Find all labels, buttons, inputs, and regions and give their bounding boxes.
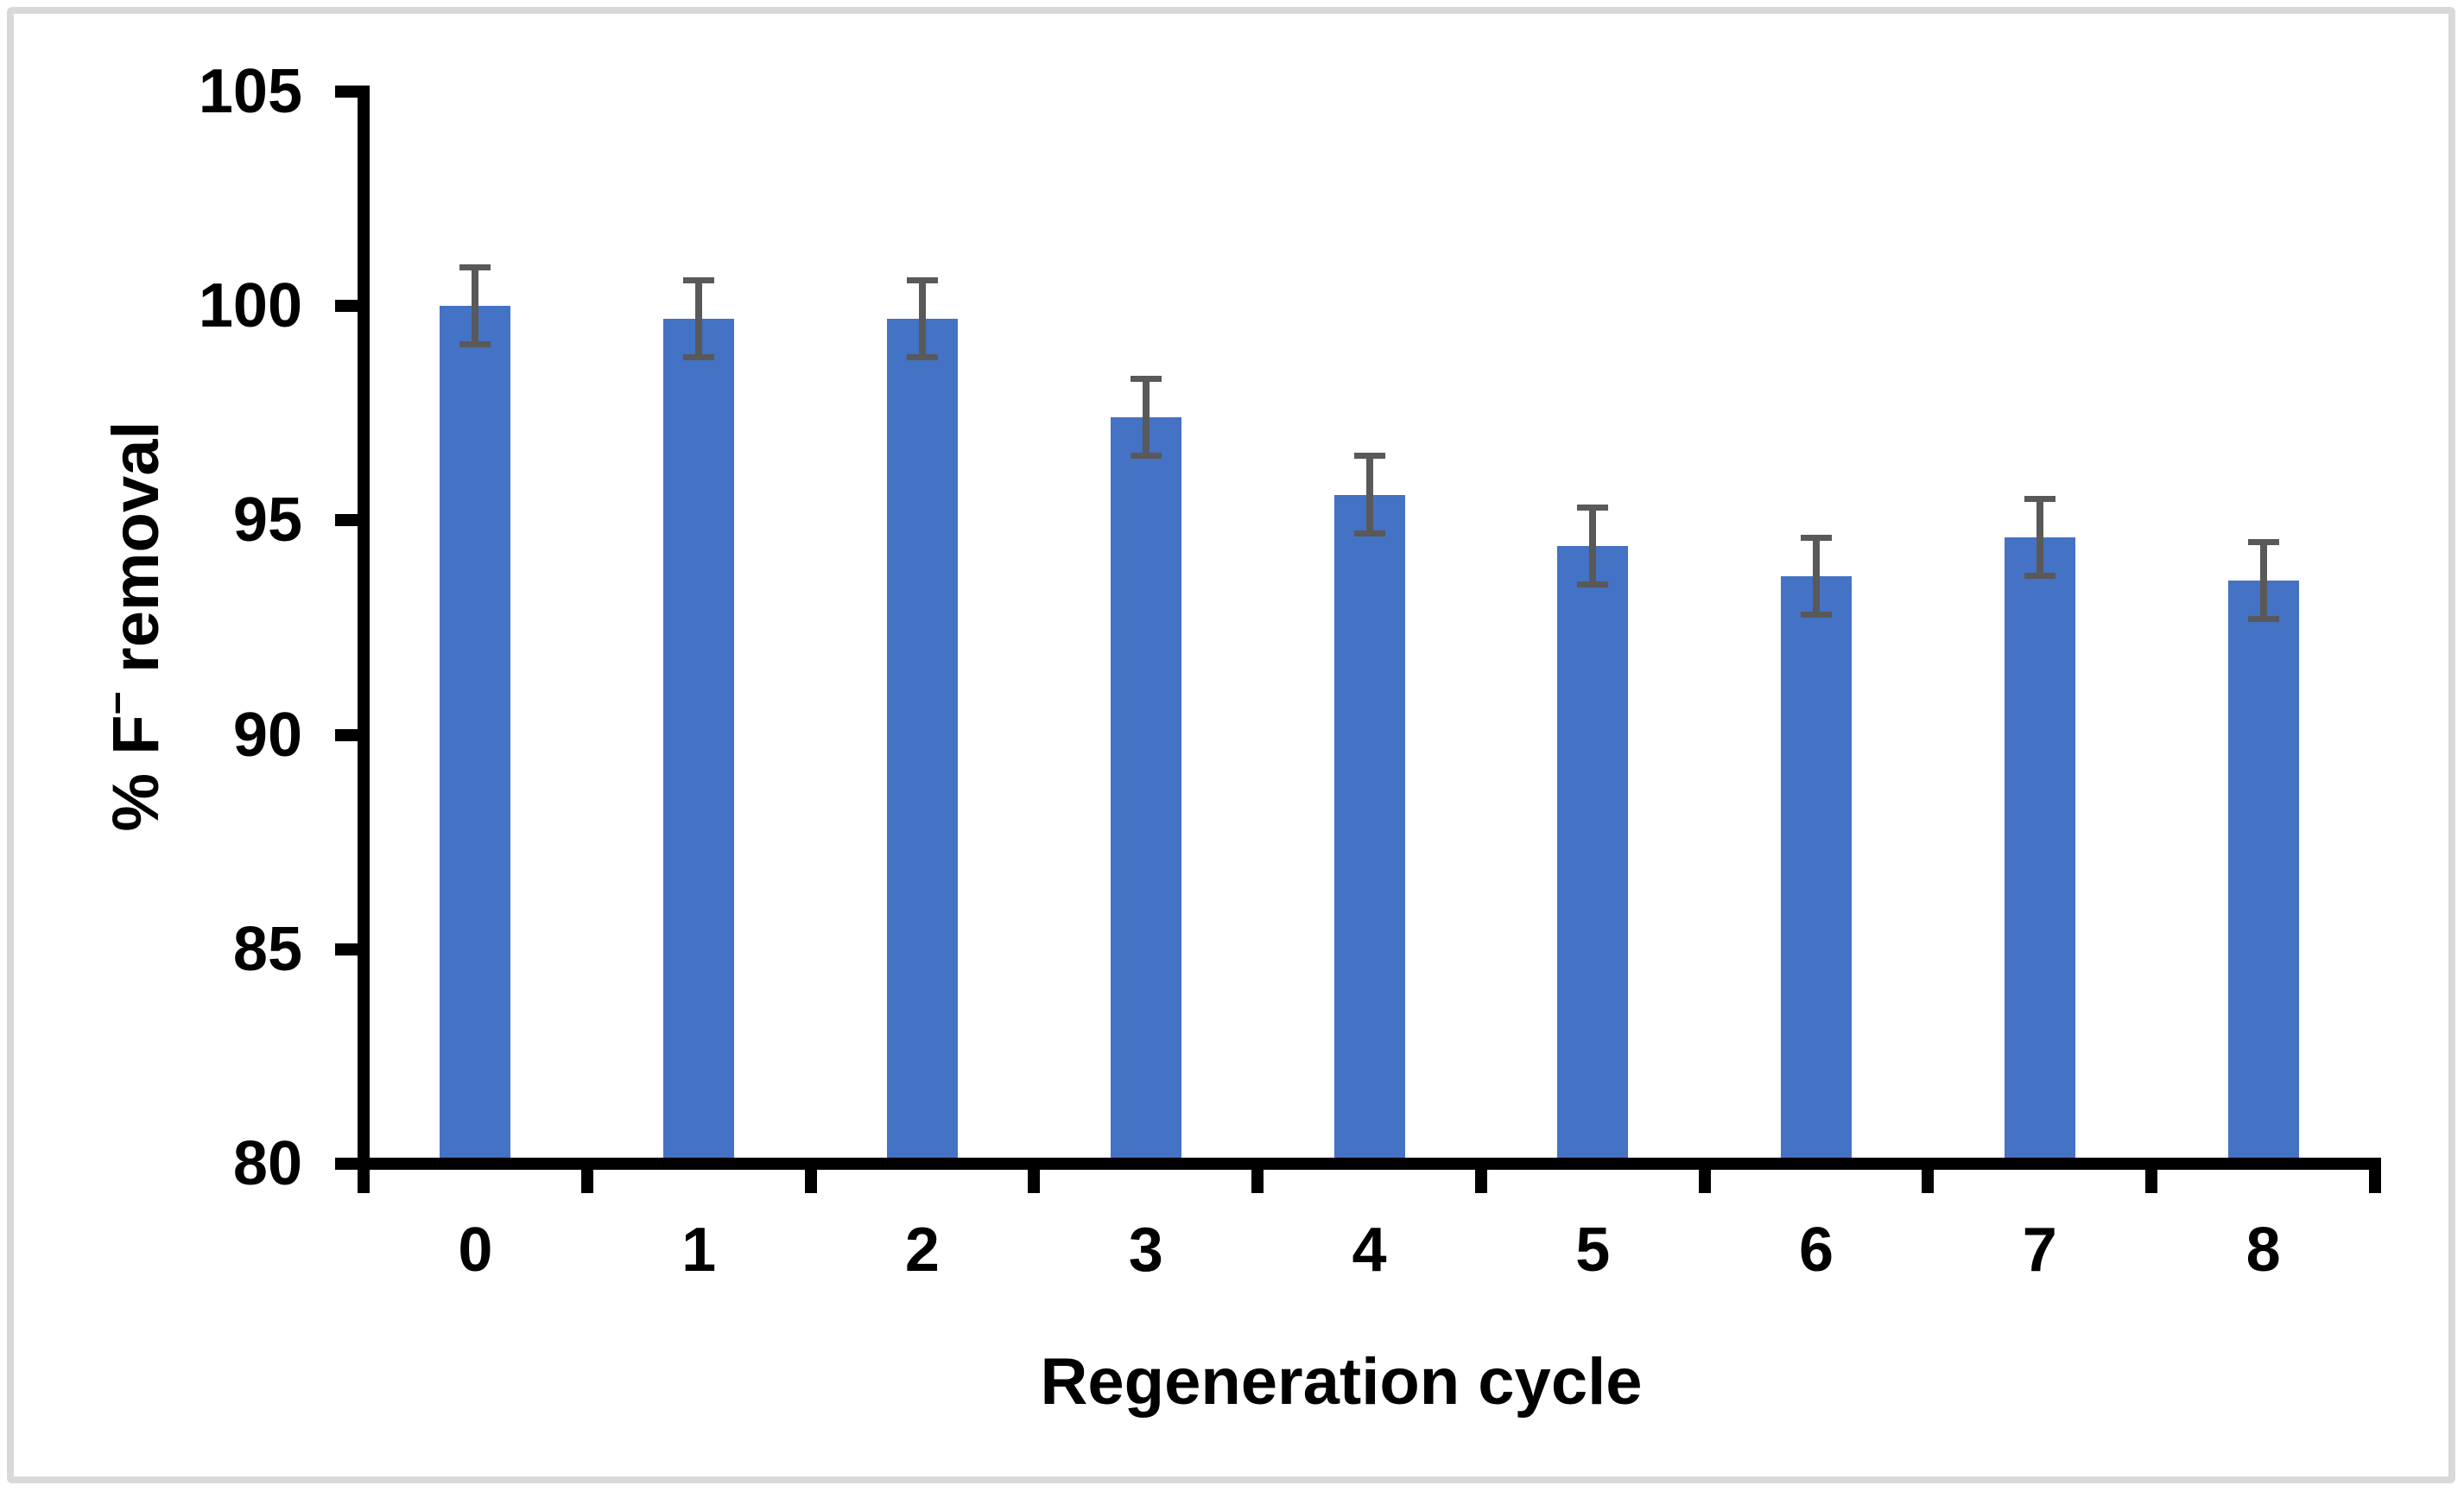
x-tick-7	[1922, 1158, 1935, 1193]
error-bar-bottom-cap-0	[459, 341, 491, 348]
error-bar-bottom-cap-1	[683, 354, 715, 361]
error-bar-stem-4	[1365, 455, 1373, 534]
error-bar-bottom-cap-3	[1130, 453, 1162, 460]
error-bar-bottom-cap-8	[2247, 616, 2279, 623]
bar-cycle-1	[663, 319, 735, 1170]
y-axis-title: % F− removal	[94, 421, 173, 831]
x-tick-4	[1251, 1158, 1264, 1193]
y-tick-label-85: 85	[232, 914, 302, 984]
error-bar-bottom-cap-6	[1801, 612, 1833, 619]
y-tick-100	[335, 300, 370, 313]
x-axis-line	[358, 1158, 2381, 1170]
y-axis-title-prefix: % F	[99, 714, 173, 832]
error-bar-stem-8	[2259, 542, 2267, 619]
x-tick-label-3: 3	[1128, 1216, 1163, 1285]
superscript-minus-icon: −	[93, 690, 140, 715]
x-tick-6	[1698, 1158, 1711, 1193]
error-bar-top-cap-5	[1577, 505, 1609, 511]
error-bar-stem-6	[1813, 537, 1821, 615]
x-tick-3	[1028, 1158, 1041, 1193]
x-tick-0	[358, 1158, 370, 1193]
error-bar-bottom-cap-5	[1577, 581, 1609, 588]
error-bar-top-cap-4	[1353, 453, 1385, 460]
x-tick-9	[2369, 1158, 2381, 1193]
error-bar-stem-3	[1142, 378, 1150, 456]
y-tick-label-95: 95	[232, 486, 302, 556]
y-tick-label-80: 80	[232, 1129, 302, 1198]
x-tick-1	[580, 1158, 593, 1193]
error-bar-top-cap-8	[2247, 538, 2279, 545]
error-bar-bottom-cap-7	[2024, 573, 2055, 580]
bar-cycle-5	[1557, 546, 1629, 1170]
x-tick-label-4: 4	[1352, 1216, 1387, 1285]
x-tick-label-8: 8	[2245, 1216, 2281, 1285]
y-tick-85	[335, 943, 370, 956]
bar-cycle-6	[1781, 575, 1853, 1170]
error-bar-top-cap-1	[683, 276, 715, 283]
y-axis-title-suffix: removal	[99, 421, 173, 691]
error-bar-stem-7	[2036, 498, 2043, 576]
error-bar-stem-2	[918, 280, 926, 358]
y-axis-line	[358, 86, 370, 1170]
error-bar-stem-1	[695, 280, 703, 358]
x-axis-title: Regeneration cycle	[1040, 1345, 1643, 1419]
bar-cycle-0	[440, 306, 511, 1170]
error-bar-bottom-cap-2	[906, 354, 938, 361]
error-bar-bottom-cap-4	[1353, 530, 1385, 536]
x-tick-label-0: 0	[458, 1216, 493, 1285]
error-bar-top-cap-2	[906, 276, 938, 283]
x-tick-label-1: 1	[681, 1216, 717, 1285]
x-tick-label-5: 5	[1575, 1216, 1611, 1285]
y-tick-90	[335, 728, 370, 741]
error-bar-top-cap-7	[2024, 496, 2055, 503]
error-bar-top-cap-3	[1130, 376, 1162, 383]
y-tick-105	[335, 86, 370, 98]
bar-cycle-4	[1333, 494, 1405, 1170]
x-tick-5	[1474, 1158, 1487, 1193]
bar-cycle-2	[886, 319, 958, 1170]
x-tick-label-2: 2	[904, 1216, 940, 1285]
y-tick-label-90: 90	[232, 700, 302, 770]
error-bar-stem-0	[472, 267, 479, 345]
y-tick-95	[335, 514, 370, 527]
bar-cycle-8	[2227, 580, 2299, 1170]
error-bar-stem-5	[1589, 507, 1597, 585]
error-bar-top-cap-0	[459, 264, 491, 271]
y-tick-label-105: 105	[198, 57, 302, 126]
error-bar-top-cap-6	[1801, 534, 1833, 541]
x-tick-8	[2145, 1158, 2158, 1193]
bar-cycle-7	[2004, 537, 2075, 1170]
x-tick-label-7: 7	[2022, 1216, 2057, 1285]
figure-border	[7, 7, 2455, 1483]
x-tick-label-6: 6	[1799, 1216, 1834, 1285]
bar-cycle-3	[1110, 417, 1181, 1170]
y-tick-label-100: 100	[198, 271, 302, 341]
x-tick-2	[804, 1158, 817, 1193]
